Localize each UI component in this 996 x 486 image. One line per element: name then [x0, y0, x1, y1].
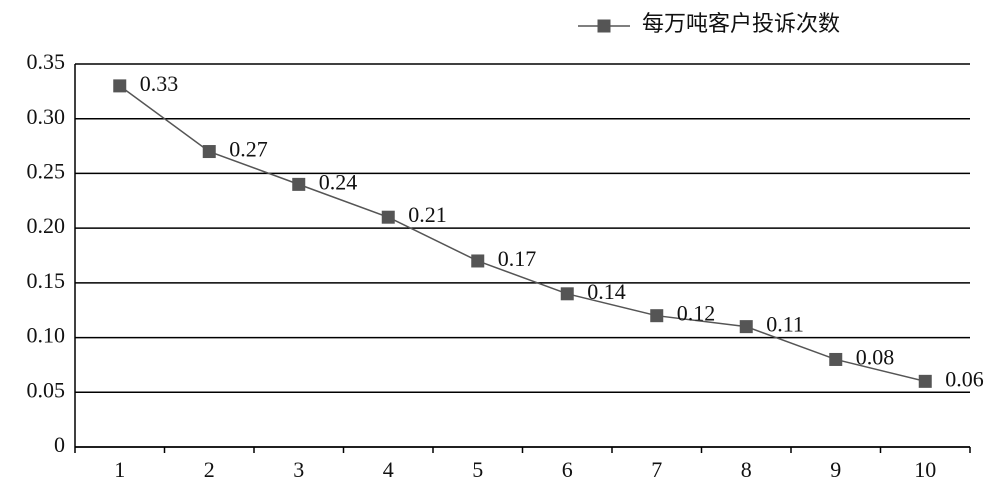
- series-line: [119, 85, 926, 383]
- x-tick-label: 9: [830, 457, 841, 482]
- data-label: 0.14: [587, 279, 626, 304]
- marker: [202, 145, 216, 159]
- x-tick-label: 8: [741, 457, 752, 482]
- marker: [829, 352, 843, 366]
- y-tick-label: 0.25: [27, 158, 66, 183]
- x-tick-label: 7: [651, 457, 662, 482]
- data-label: 0.12: [677, 301, 716, 326]
- data-label: 0.27: [229, 137, 268, 162]
- marker: [381, 210, 395, 224]
- data-label: 0.08: [856, 345, 895, 370]
- data-label: 0.24: [319, 169, 358, 194]
- marker: [471, 254, 485, 268]
- x-tick-label: 5: [472, 457, 483, 482]
- marker: [739, 320, 753, 334]
- x-tick-label: 4: [383, 457, 394, 482]
- x-tick-label: 1: [114, 457, 125, 482]
- data-label: 0.17: [498, 246, 537, 271]
- y-tick-label: 0.20: [27, 213, 66, 238]
- data-label: 0.33: [140, 71, 179, 96]
- y-tick-label: 0.10: [27, 323, 66, 348]
- y-tick-label: 0.30: [27, 104, 66, 129]
- marker: [292, 177, 306, 191]
- y-tick-label: 0.05: [27, 377, 66, 402]
- marker: [918, 374, 932, 388]
- data-label: 0.11: [766, 312, 804, 337]
- marker: [650, 309, 664, 323]
- legend-label: 每万吨客户投诉次数: [642, 11, 840, 36]
- x-tick-label: 2: [204, 457, 215, 482]
- x-tick-label: 10: [914, 457, 936, 482]
- data-label: 0.21: [408, 202, 447, 227]
- marker: [113, 79, 127, 93]
- data-label: 0.06: [945, 366, 984, 391]
- x-tick-label: 6: [562, 457, 573, 482]
- y-tick-label: 0.15: [27, 268, 66, 293]
- y-tick-label: 0.35: [27, 49, 66, 74]
- x-tick-label: 3: [293, 457, 304, 482]
- marker: [560, 287, 574, 301]
- y-tick-label: 0: [54, 432, 65, 457]
- legend-marker: [597, 19, 611, 33]
